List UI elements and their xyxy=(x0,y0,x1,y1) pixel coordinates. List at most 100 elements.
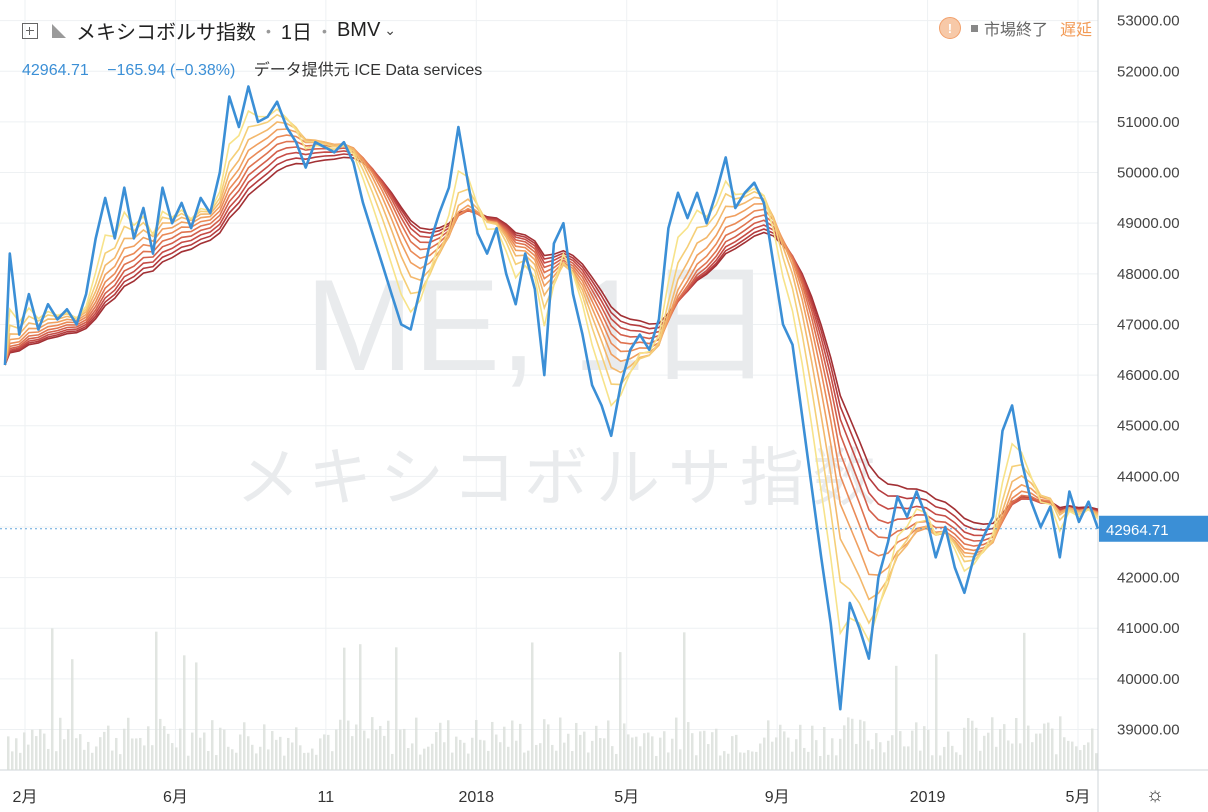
volume-bar xyxy=(543,719,546,770)
market-closed-label: 市場終了 xyxy=(983,22,1048,39)
volume-bar xyxy=(171,743,174,770)
y-tick-label: 46000.00 xyxy=(1117,367,1180,384)
volume-bar xyxy=(119,754,122,770)
volume-bar xyxy=(871,749,874,770)
volume-bar xyxy=(143,745,146,770)
volume-bar xyxy=(7,736,10,770)
volume-bar xyxy=(779,724,782,770)
volume-bar xyxy=(271,731,274,770)
volume-bar xyxy=(595,725,598,770)
volume-bar xyxy=(1083,744,1086,770)
volume-bar xyxy=(863,721,866,770)
volume-bar xyxy=(387,720,390,770)
separator-dot: • xyxy=(266,22,271,39)
volume-bar xyxy=(1027,725,1030,770)
volume-bar xyxy=(139,737,142,770)
volume-bar xyxy=(507,746,510,770)
volume-bar xyxy=(167,733,170,770)
volume-bar xyxy=(679,749,682,770)
volume-bar xyxy=(343,647,346,770)
y-tick-label: 53000.00 xyxy=(1117,13,1180,30)
volume-bar xyxy=(1011,743,1014,770)
volume-bar xyxy=(1075,746,1078,770)
collapse-icon[interactable] xyxy=(22,22,38,39)
volume-bar xyxy=(835,755,838,770)
volume-bar xyxy=(79,734,82,770)
delay-label[interactable]: 遅延 xyxy=(1059,22,1092,39)
volume-bar xyxy=(939,755,942,770)
volume-bar xyxy=(275,739,278,770)
y-tick-label: 51000.00 xyxy=(1117,114,1180,131)
volume-bar xyxy=(571,751,574,770)
volume-bar xyxy=(159,718,162,770)
volume-bar xyxy=(219,727,222,770)
price-series-line[interactable] xyxy=(3,85,1100,711)
volume-bar xyxy=(259,746,262,770)
volume-bar xyxy=(915,722,918,770)
volume-bar xyxy=(747,750,750,770)
volume-bar xyxy=(711,732,714,770)
volume-bar xyxy=(11,751,14,770)
volume-bar xyxy=(715,728,718,770)
volume-bar xyxy=(315,754,318,770)
volume-bar xyxy=(1043,723,1046,770)
exchange-label[interactable]: BMV xyxy=(336,19,381,41)
volume-bar xyxy=(655,755,658,770)
volume-bar xyxy=(983,735,986,770)
flag-icon[interactable] xyxy=(52,23,66,38)
symbol-name[interactable]: メキシコボルサ指数 xyxy=(76,22,256,44)
volume-bar xyxy=(491,721,494,770)
volume-bar xyxy=(539,743,542,770)
volume-bar xyxy=(879,742,882,770)
volume-bar xyxy=(1051,728,1054,770)
gear-icon[interactable]: ☼ xyxy=(1145,784,1165,806)
volume-bar xyxy=(503,726,506,770)
volume-bar xyxy=(803,747,806,770)
volume-bar xyxy=(639,746,642,770)
volume-bar xyxy=(447,720,450,770)
volume-bar xyxy=(319,738,322,770)
volume-bar xyxy=(379,725,382,770)
volume-bar xyxy=(411,743,414,770)
volume-bar xyxy=(847,717,850,770)
volume-bar xyxy=(103,731,106,770)
volume-bar xyxy=(631,737,634,770)
volume-bar xyxy=(959,754,962,770)
volume-bar xyxy=(407,747,410,770)
volume-bar xyxy=(867,740,870,770)
volume-bar xyxy=(247,736,250,770)
volume-bar xyxy=(759,743,762,770)
volume-bar xyxy=(23,732,26,770)
volume-bar xyxy=(659,737,662,770)
warning-icon[interactable]: ! xyxy=(938,17,961,39)
volume-bar xyxy=(287,737,290,770)
volume-bar xyxy=(115,737,118,770)
volume-bar xyxy=(471,737,474,770)
volume-bar xyxy=(1087,742,1090,770)
volume-bar xyxy=(511,720,514,770)
interval-label[interactable]: 1日 xyxy=(280,22,313,44)
volume-bar xyxy=(67,729,70,770)
volume-bar xyxy=(371,717,374,770)
volume-bar xyxy=(791,751,794,770)
volume-bar xyxy=(1095,753,1098,770)
volume-bar xyxy=(767,720,770,770)
volume-bar xyxy=(995,746,998,770)
volume-bar xyxy=(699,731,702,770)
last-price-label: 42964.71 xyxy=(1106,522,1169,539)
volume-bar xyxy=(951,745,954,770)
chevron-down-icon[interactable]: ⌄ xyxy=(384,22,397,38)
volume-bar xyxy=(467,753,470,770)
volume-bar xyxy=(559,717,562,770)
volume-bar xyxy=(947,731,950,770)
volume-bar xyxy=(451,752,454,770)
volume-bar xyxy=(283,755,286,770)
volume-bar xyxy=(43,733,46,770)
volume-bar xyxy=(891,735,894,770)
volume-bar xyxy=(1039,733,1042,770)
volume-bar xyxy=(399,729,402,770)
volume-bar xyxy=(443,742,446,770)
volume-bar xyxy=(979,750,982,770)
y-tick-label: 44000.00 xyxy=(1117,468,1180,485)
